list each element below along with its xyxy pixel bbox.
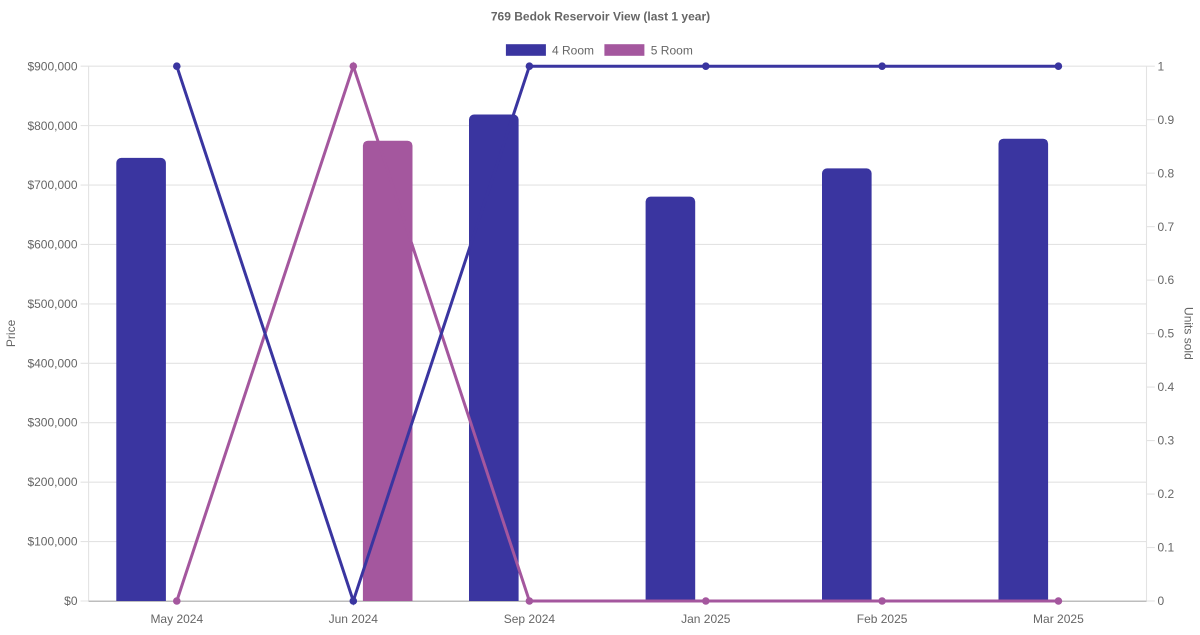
svg-text:0: 0	[1158, 594, 1165, 608]
svg-text:$200,000: $200,000	[27, 475, 77, 489]
svg-text:Feb 2025: Feb 2025	[857, 612, 908, 626]
svg-text:0.3: 0.3	[1158, 434, 1175, 448]
svg-text:Mar 2025: Mar 2025	[1033, 612, 1084, 626]
svg-text:0.6: 0.6	[1158, 273, 1175, 287]
svg-text:0.4: 0.4	[1158, 380, 1175, 394]
svg-text:1: 1	[1158, 59, 1165, 73]
svg-text:$300,000: $300,000	[27, 416, 77, 430]
svg-text:$500,000: $500,000	[27, 297, 77, 311]
svg-text:769 Bedok Reservoir View (last: 769 Bedok Reservoir View (last 1 year)	[491, 9, 710, 23]
svg-text:Jun 2024: Jun 2024	[329, 612, 379, 626]
svg-text:$100,000: $100,000	[27, 535, 77, 549]
svg-text:$600,000: $600,000	[27, 238, 77, 252]
svg-text:4 Room: 4 Room	[552, 43, 594, 57]
svg-text:0.9: 0.9	[1158, 113, 1175, 127]
svg-text:Units sold: Units sold	[1182, 307, 1196, 360]
svg-text:$0: $0	[64, 594, 78, 608]
svg-text:Sep 2024: Sep 2024	[504, 612, 556, 626]
svg-text:Jan 2025: Jan 2025	[681, 612, 731, 626]
svg-text:0.2: 0.2	[1158, 487, 1175, 501]
svg-text:May 2024: May 2024	[150, 612, 203, 626]
svg-text:Price: Price	[4, 319, 18, 347]
svg-text:0.5: 0.5	[1158, 327, 1175, 341]
svg-text:$800,000: $800,000	[27, 119, 77, 133]
svg-text:0.7: 0.7	[1158, 220, 1175, 234]
svg-text:0.8: 0.8	[1158, 166, 1175, 180]
svg-text:5 Room: 5 Room	[651, 43, 693, 57]
svg-text:0.1: 0.1	[1158, 540, 1175, 554]
svg-text:$400,000: $400,000	[27, 356, 77, 370]
svg-text:$900,000: $900,000	[27, 59, 77, 73]
svg-text:$700,000: $700,000	[27, 178, 77, 192]
